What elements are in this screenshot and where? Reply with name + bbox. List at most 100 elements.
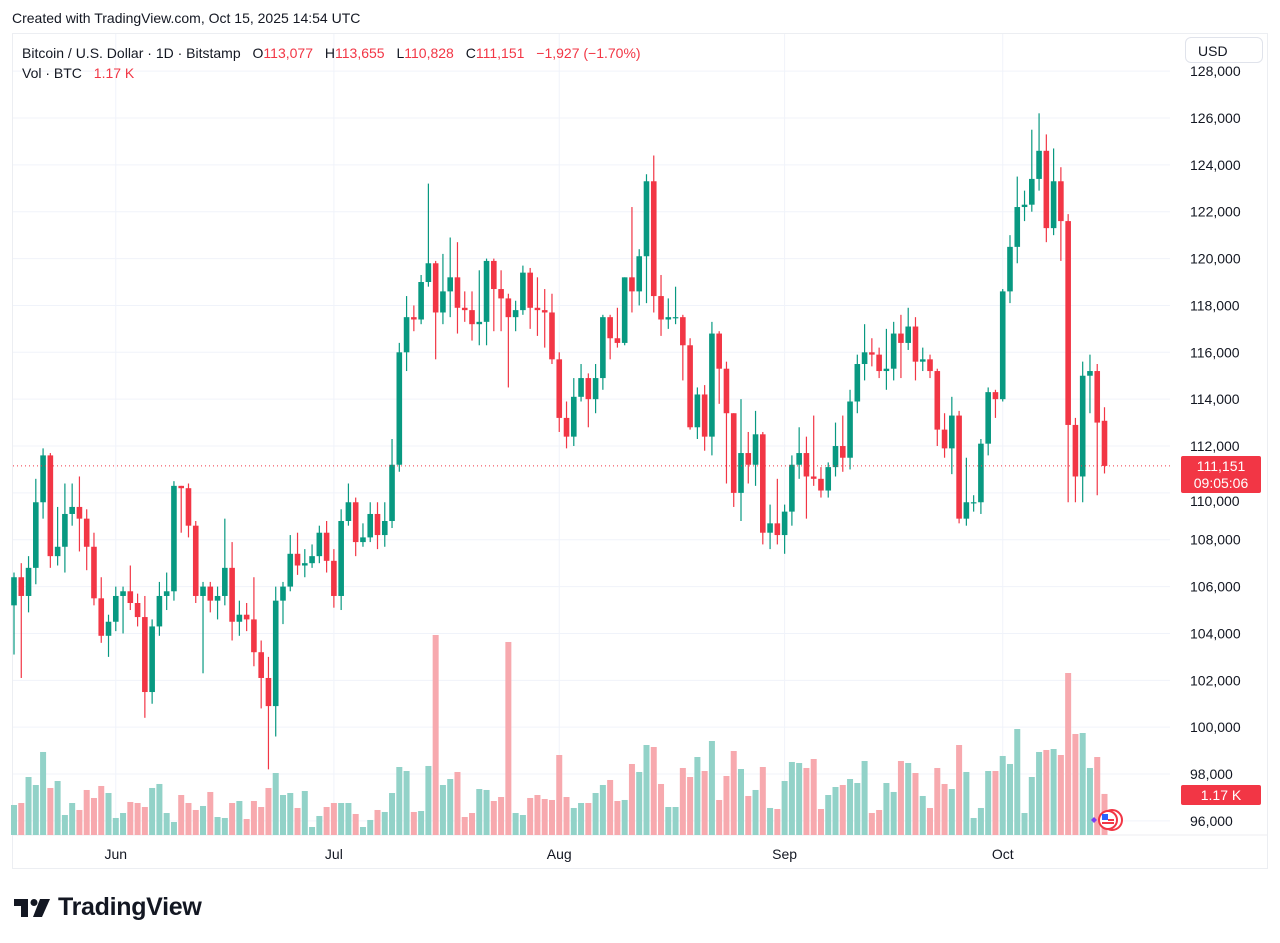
candle-body (767, 523, 773, 533)
tradingview-logo[interactable]: TradingView (14, 893, 202, 922)
candle-body (185, 488, 192, 526)
volume-bar (599, 785, 606, 835)
candle-body (810, 476, 817, 479)
candle-body (869, 352, 875, 355)
volume-bar (912, 773, 919, 835)
candle-body (134, 603, 141, 618)
candle-body (491, 260, 497, 290)
volume-bar (149, 787, 156, 835)
candle-body (716, 333, 722, 369)
volume-label[interactable]: Vol · BTC (22, 65, 82, 81)
candle-body (454, 277, 461, 308)
volume-bar (323, 807, 330, 835)
volume-value: 1.17 K (93, 65, 135, 81)
candle-body (1101, 420, 1108, 466)
candle-body (374, 513, 381, 536)
volume-bar (163, 813, 170, 835)
candle-body (1072, 424, 1079, 477)
volume-bar (214, 817, 221, 835)
price-tick-label: 110,000 (1190, 493, 1240, 509)
volume-bar (192, 809, 199, 835)
legend: Bitcoin / U.S. Dollar · 1D · Bitstamp O1… (22, 43, 641, 83)
candle-body (978, 443, 984, 503)
volume-bar (11, 805, 17, 835)
chart-pane[interactable] (12, 33, 1268, 869)
symbol-title[interactable]: Bitcoin / U.S. Dollar · 1D · Bitstamp (22, 45, 241, 61)
candle-body (781, 511, 788, 536)
volume-bar (694, 757, 701, 835)
candle-body (1021, 204, 1028, 208)
volume-bar (359, 827, 366, 835)
candle-body (76, 506, 83, 519)
volume-bar (1036, 751, 1043, 835)
volume-bar (265, 787, 272, 835)
price-tick-label: 108,000 (1190, 532, 1241, 548)
candle-body (1079, 375, 1086, 477)
grid-lines (13, 34, 1268, 836)
candle-body (316, 532, 323, 557)
candle-body (934, 371, 941, 430)
volume-bar (1050, 749, 1057, 835)
volume-bar (679, 767, 686, 835)
volume-bar (890, 791, 897, 835)
volume-bar (185, 803, 192, 835)
volume-bar (1021, 813, 1028, 835)
candle-body (1094, 371, 1101, 423)
low-label: L (396, 45, 405, 61)
volume-bar (1014, 729, 1021, 835)
volume-bar (25, 777, 32, 835)
volume-bar (381, 811, 388, 835)
volume-bar (927, 807, 934, 835)
volume-bar (759, 767, 766, 835)
time-axis: Jun Jul Aug Sep Oct (104, 846, 1013, 862)
candle-body (200, 586, 206, 596)
volume-bar (461, 817, 468, 835)
volume-bar (287, 793, 294, 835)
volume-bar (905, 763, 912, 835)
candle-body (1065, 221, 1071, 425)
volume-bar (628, 763, 635, 835)
change-value: −1,927 (−1.70%) (536, 45, 641, 61)
candle-body (127, 591, 134, 604)
volume-bar (512, 813, 519, 835)
candle-body (483, 260, 490, 322)
volume-bar (105, 793, 112, 835)
volume-bar (1006, 763, 1013, 835)
volume-bar (301, 791, 308, 835)
volume-bar (250, 801, 257, 835)
candle-body (585, 378, 592, 400)
candle-body (992, 392, 999, 400)
volume-row: Vol · BTC 1.17 K (22, 63, 641, 83)
volume-bar (134, 803, 141, 835)
candle-body (818, 478, 824, 491)
candle-body (956, 415, 962, 519)
volume-bar (570, 807, 577, 835)
price-tick-label: 104,000 (1190, 625, 1241, 641)
candle-body (243, 614, 250, 620)
low-value: 110,828 (404, 45, 454, 61)
volume-bar (752, 789, 759, 835)
candle-body (861, 352, 868, 365)
candle-body (54, 546, 61, 557)
logo-text: TradingView (58, 893, 202, 921)
candle-body (432, 263, 439, 313)
volume-bar (548, 799, 555, 835)
candle-body (832, 446, 839, 468)
candle-body (854, 364, 861, 402)
candle-body (970, 502, 977, 504)
candle-body (1058, 181, 1064, 222)
candle-body (898, 333, 904, 343)
volume-bar (578, 803, 585, 835)
price-axis: 96,000 98,000 100,000 102,000 104,000 106,000… (1190, 63, 1241, 829)
candle-body (120, 591, 126, 596)
currency-button[interactable]: USD (1185, 37, 1263, 63)
candle-body (680, 317, 686, 346)
volume-bar (1086, 767, 1093, 835)
volume-bar (803, 767, 810, 835)
candle-body (534, 307, 541, 311)
close-label: C (465, 45, 476, 61)
created-with-caption: Created with TradingView.com, Oct 15, 20… (12, 10, 361, 26)
candle-body (730, 413, 737, 493)
candle-body (1050, 181, 1057, 229)
